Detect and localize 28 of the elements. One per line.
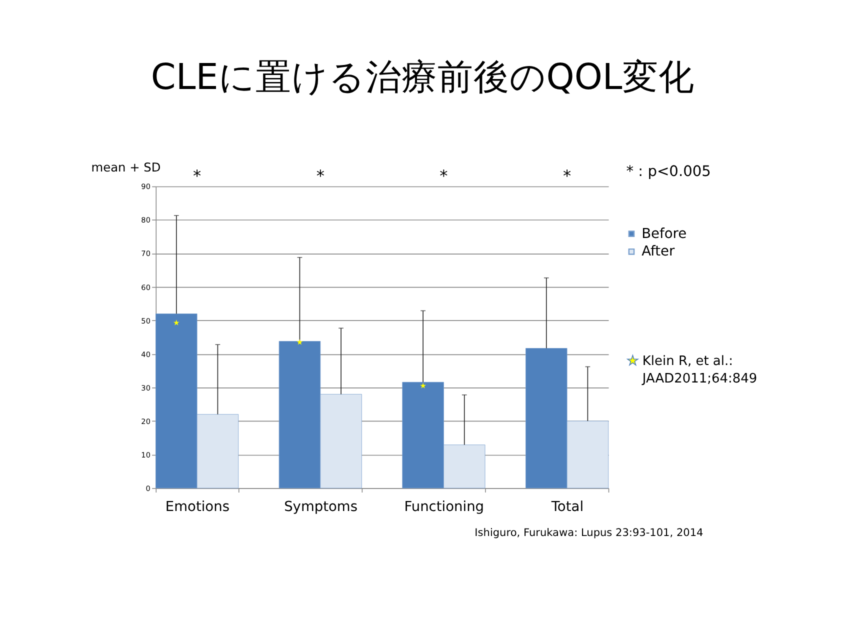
y-axis-title: mean + SD (91, 160, 161, 174)
x-tick-label: Symptoms (284, 499, 358, 516)
chart-title: CLEに置ける治療前後のQOL変化 (150, 57, 694, 98)
text: * (316, 166, 324, 186)
text: * (440, 166, 448, 186)
y-tick-label: 20 (141, 416, 151, 426)
legend-label: Klein R, et al.: JAAD2011;64:849 (641, 354, 758, 387)
y-tick-label: 10 (141, 450, 151, 460)
y-tick-label: 0 (146, 484, 151, 493)
x-tick-label: Total (550, 499, 584, 516)
point (296, 339, 303, 345)
y-tick-label: 90 (141, 182, 151, 192)
y-tick-label: 60 (141, 282, 151, 292)
text: Ishiguro, Furukawa: Lupus 23:93-101, 2014 (474, 526, 704, 539)
y-tick-label: 30 (141, 383, 151, 392)
text: * (562, 166, 572, 186)
x-tick-label: Emotions (165, 499, 230, 516)
legend-label: After (642, 244, 676, 260)
y-tick-label: 80 (141, 216, 151, 225)
point (420, 382, 426, 388)
y-tick-label: 50 (141, 316, 151, 326)
point (173, 320, 180, 326)
y-tick-label: 70 (141, 249, 151, 258)
legend-label: Before (642, 226, 687, 242)
text: * (193, 166, 202, 186)
text: * : p<0.005 (626, 162, 711, 180)
y-tick-label: 40 (141, 350, 151, 359)
x-tick-label: Functioning (404, 499, 484, 516)
